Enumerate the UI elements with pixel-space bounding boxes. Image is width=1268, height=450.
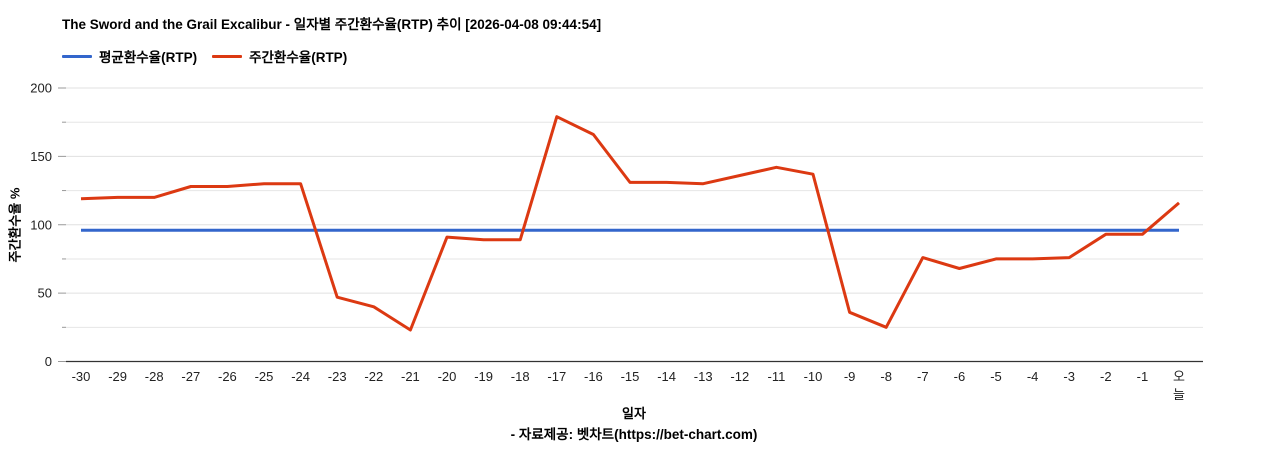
x-tick-label: -7 (917, 369, 929, 384)
legend-label-weekly: 주간환수율(RTP) (249, 50, 348, 65)
x-tick-label: -18 (511, 369, 530, 384)
x-tick-label: 오 (1173, 369, 1185, 384)
y-axis-title: 주간환수율 % (7, 187, 23, 263)
x-tick-label: -9 (844, 369, 856, 384)
y-tick-label: 200 (30, 81, 52, 96)
y-tick-label: 0 (45, 354, 52, 369)
legend-item-weekly: 주간환수율(RTP) (212, 46, 347, 66)
x-tick-label: -30 (72, 369, 91, 384)
y-tick-label: 100 (30, 217, 52, 232)
x-tick-label: -11 (767, 369, 785, 384)
legend-label-average: 평균환수율(RTP) (99, 50, 198, 65)
x-tick-label: -25 (255, 369, 274, 384)
chart-legend: 평균환수율(RTP) 주간환수율(RTP) (62, 46, 347, 66)
weekly-line-swatch-icon (212, 54, 243, 58)
x-tick-label: -27 (181, 369, 200, 384)
x-tick-label: -16 (584, 369, 603, 384)
x-tick-label: -3 (1063, 369, 1075, 384)
weekly-rtp-line (80, 115, 1180, 332)
x-tick-label: -14 (657, 369, 676, 384)
chart-title: The Sword and the Grail Excalibur - 일자별 … (62, 17, 602, 32)
x-tick-label: -20 (438, 369, 457, 384)
x-tick-label: -26 (218, 369, 237, 384)
x-tick-label: -4 (1027, 369, 1039, 384)
x-tick-label: -12 (730, 369, 749, 384)
average-line-swatch-icon (62, 54, 92, 58)
x-tick-label: -1 (1137, 369, 1149, 384)
x-tick-label: -2 (1100, 369, 1112, 384)
legend-item-average: 평균환수율(RTP) (62, 46, 197, 66)
data-source-footer: - 자료제공: 벳차트(https://bet-chart.com) (510, 427, 758, 442)
y-tick-label: 150 (30, 149, 52, 164)
x-tick-label: -13 (694, 369, 713, 384)
x-tick-label: -10 (804, 369, 823, 384)
x-tick-label: -22 (364, 369, 383, 384)
x-tick-label: -24 (291, 369, 310, 384)
x-axis-title: 일자 (622, 406, 646, 421)
x-tick-label: -15 (621, 369, 640, 384)
y-tick-label: 50 (38, 286, 52, 301)
x-tick-label: -21 (401, 369, 420, 384)
x-tick-label: -29 (108, 369, 127, 384)
x-tick-label: 늘 (1173, 387, 1185, 402)
x-tick-label: -6 (954, 369, 966, 384)
x-tick-label: -8 (880, 369, 892, 384)
x-tick-label: -17 (547, 369, 566, 384)
x-tick-label: -5 (990, 369, 1002, 384)
x-tick-label: -19 (474, 369, 493, 384)
x-tick-label: -23 (328, 369, 347, 384)
x-tick-label: -28 (145, 369, 164, 384)
